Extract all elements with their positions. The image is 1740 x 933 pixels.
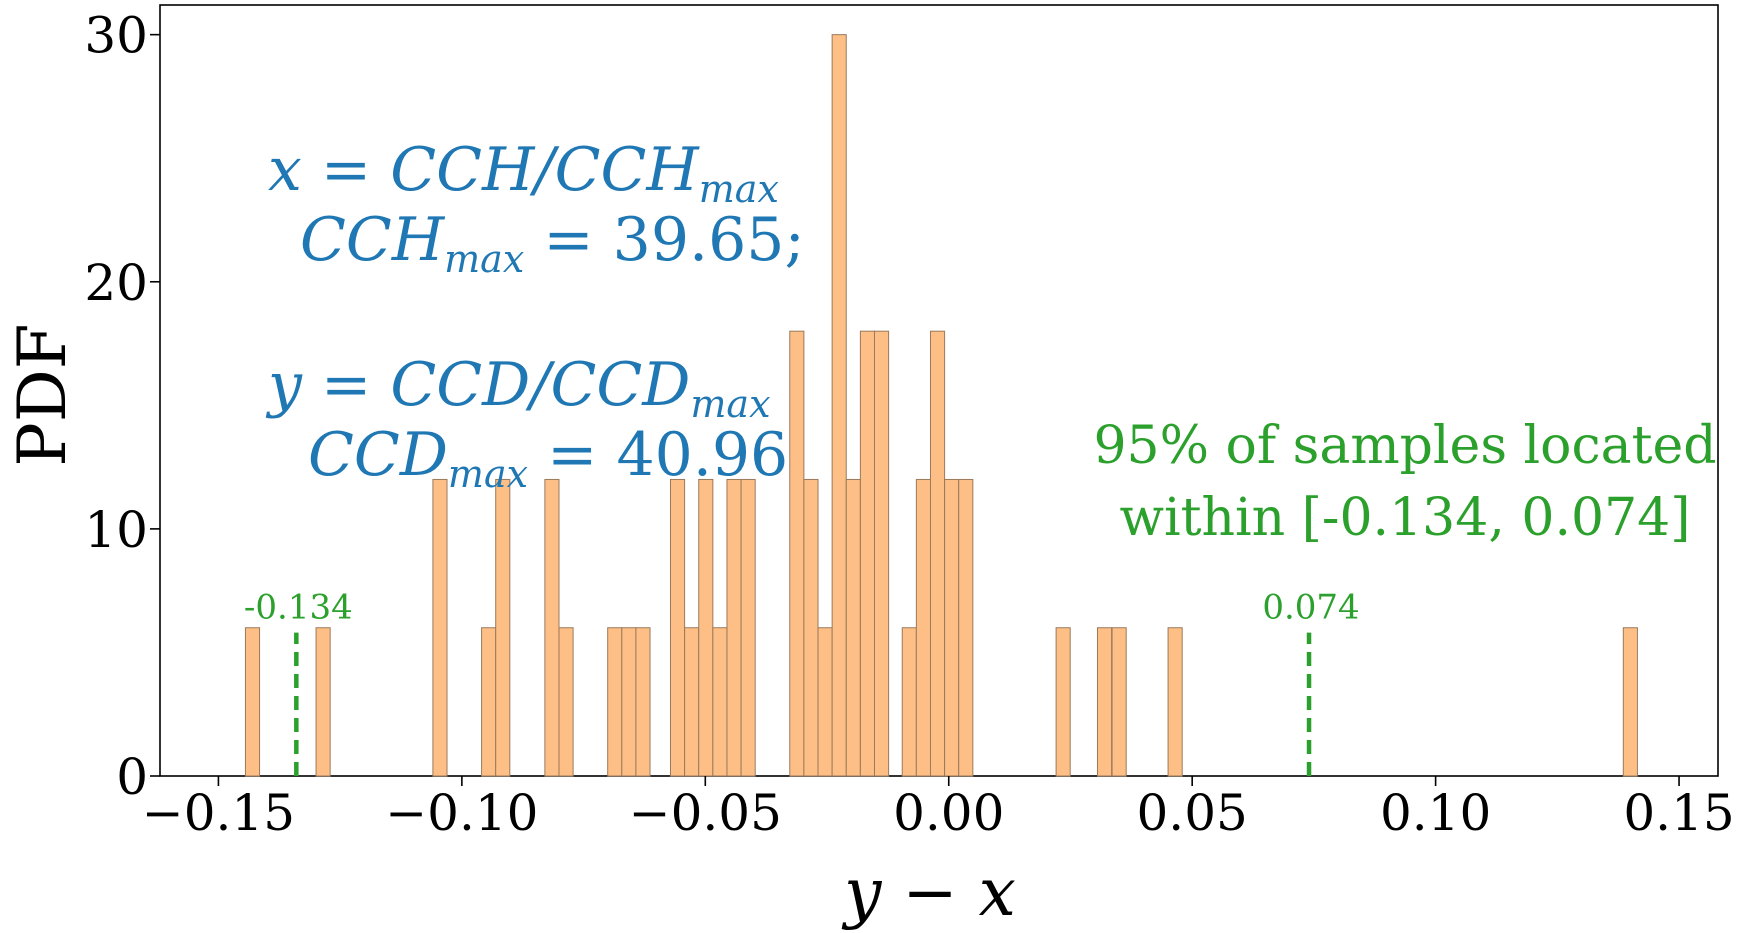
percentile-label: -0.134 (244, 588, 353, 628)
percentile-label: 0.074 (1262, 588, 1359, 628)
histogram-bar (544, 478, 560, 777)
histogram-bar (845, 478, 861, 777)
x-tick-label: 0.10 (1380, 784, 1491, 842)
x-tick-label: −0.05 (629, 784, 782, 842)
percentile-lines-group: -0.134 0.074 (244, 588, 1360, 776)
x-tick-label: 0.15 (1623, 784, 1734, 842)
svg-text:y = CCD/CCDmax: y = CCD/CCDmax (265, 350, 771, 426)
histogram-bar (873, 330, 890, 777)
svg-text:CCDmax = 40.96: CCDmax = 40.96 (308, 420, 788, 496)
histogram-bar (817, 627, 833, 777)
y-ticks-group: 0 10 20 30 (84, 7, 160, 806)
histogram-bar (901, 627, 917, 777)
x-tick-label: 0.05 (1137, 784, 1248, 842)
formula-ccd-max-value: = 40.96 (528, 420, 788, 490)
coverage-line-2: within [-0.134, 0.074] (1119, 488, 1690, 548)
histogram-bar (740, 478, 756, 777)
formula-ccd-max-base: CCD (308, 420, 448, 490)
x-tick-label: −0.10 (385, 784, 538, 842)
histogram-bar (831, 34, 847, 777)
histogram-bar (621, 627, 637, 777)
x-axis-title: y − x (841, 854, 1016, 931)
histogram-bar (712, 627, 728, 777)
histogram-bar (944, 478, 960, 777)
y-tick-label: 0 (116, 748, 148, 806)
y-tick-label: 10 (84, 501, 148, 559)
y-axis-title: PDF (4, 323, 81, 466)
histogram-bar (1167, 627, 1183, 777)
formula-cch-max-value: = 39.65; (524, 205, 804, 275)
histogram-bar (315, 627, 331, 777)
histogram-bar (635, 627, 651, 777)
x-ticks-group: −0.15 −0.10 −0.05 0.00 0.05 0.10 0.15 (142, 776, 1735, 842)
formula-cch-max-base: CCH (300, 205, 446, 275)
histogram-bar (244, 627, 261, 777)
histogram-bar (803, 478, 819, 777)
formula-ccd-max-subscript: max (448, 452, 528, 496)
histogram-bar (915, 478, 931, 777)
coverage-annotation: 95% of samples located within [-0.134, 0… (1093, 416, 1716, 548)
formula-annotation: x = CCH/CCHmax CCHmax = 39.65; y = CCD/C… (265, 135, 805, 496)
histogram-bar (481, 627, 497, 777)
histogram-bar (669, 478, 686, 777)
histogram-bar (558, 627, 574, 777)
histogram-bar (929, 330, 946, 777)
histogram-bar (859, 330, 875, 777)
histogram-bar (1096, 627, 1113, 777)
bars-group (244, 34, 1638, 777)
histogram-bar (684, 627, 700, 777)
coverage-line-1: 95% of samples located (1093, 416, 1716, 476)
histogram-bar (1055, 627, 1071, 777)
svg-text:CCHmax = 39.65;: CCHmax = 39.65; (300, 205, 805, 281)
histogram-bar (958, 478, 974, 777)
histogram-bar (1622, 627, 1638, 777)
formula-y-def: y = CCD/CCD (265, 350, 690, 420)
histogram-bar (1111, 627, 1127, 777)
x-tick-label: −0.15 (142, 784, 295, 842)
histogram-bar (789, 330, 805, 777)
formula-y-def-subscript: max (690, 382, 770, 426)
histogram-bar (726, 478, 742, 777)
histogram-bar (607, 627, 623, 777)
histogram-bar (495, 478, 511, 777)
y-tick-label: 20 (84, 254, 148, 312)
x-tick-label: 0.00 (893, 784, 1004, 842)
histogram-bar (432, 478, 448, 777)
histogram-bar (698, 478, 714, 777)
formula-x-def-subscript: max (699, 167, 779, 211)
y-tick-label: 30 (84, 7, 148, 65)
formula-cch-max-subscript: max (444, 237, 524, 281)
formula-x-def: x = CCH/CCH (268, 135, 700, 205)
svg-text:x = CCH/CCHmax: x = CCH/CCHmax (268, 135, 779, 211)
